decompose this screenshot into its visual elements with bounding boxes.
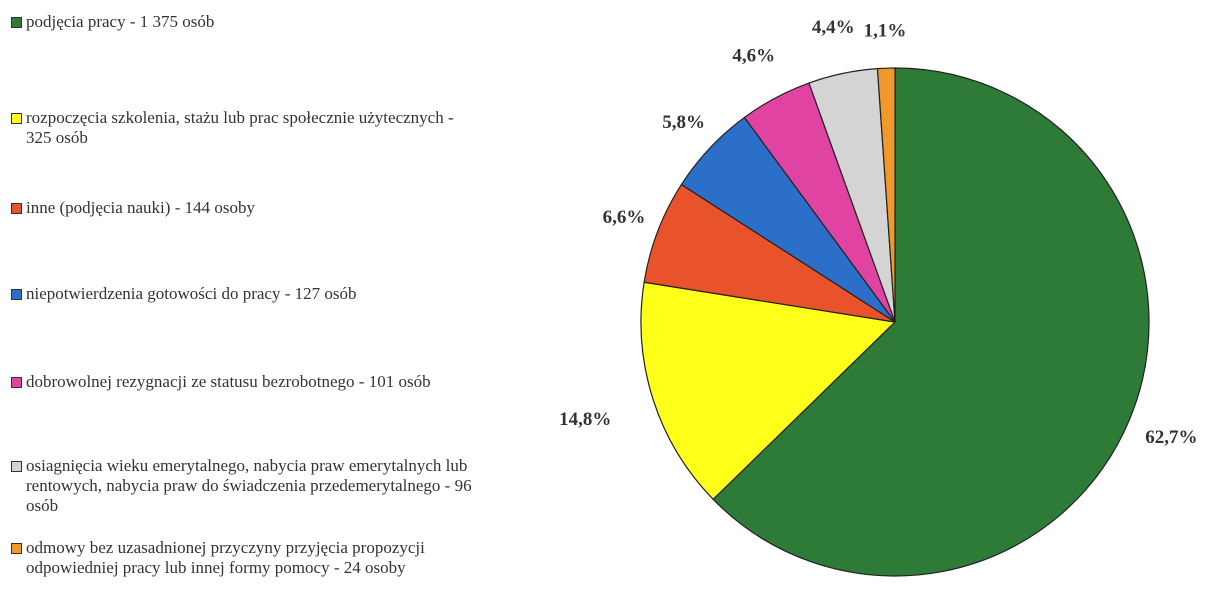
value-label: 1,1% (864, 21, 907, 42)
legend-swatch (11, 203, 22, 214)
legend: podjęcia pracy - 1 375 osób rozpoczęcia s… (0, 0, 472, 613)
value-label: 4,6% (732, 46, 775, 67)
value-label: 62,7% (1145, 427, 1197, 448)
legend-label: dobrowolnej rezygnacji ze statusu bezrob… (26, 372, 431, 391)
legend-item: podjęcia pracy - 1 375 osób (8, 12, 476, 32)
value-label: 4,4% (812, 17, 855, 38)
value-label: 14,8% (559, 409, 611, 430)
pie-slice (876, 67, 896, 323)
legend-item: odmowy bez uzasadnionej przyczyny przyję… (8, 538, 476, 578)
legend-swatch (11, 289, 22, 300)
legend-swatch (11, 543, 22, 554)
pie-slice (712, 67, 1150, 577)
legend-item: dobrowolnej rezygnacji ze statusu bezrob… (8, 372, 476, 392)
pie-slice (640, 281, 897, 501)
legend-swatch (11, 461, 22, 472)
legend-label: osiagnięcia wieku emerytalnego, nabycia … (26, 456, 472, 515)
legend-label: odmowy bez uzasadnionej przyczyny przyję… (26, 538, 425, 577)
legend-item: rozpoczęcia szkolenia, stażu lub prac sp… (8, 108, 476, 148)
value-label: 5,8% (662, 112, 705, 133)
legend-swatch (11, 113, 22, 124)
legend-swatch (11, 17, 22, 28)
legend-item: niepotwierdzenia gotowości do pracy - 12… (8, 284, 476, 304)
legend-label: inne (podjęcia nauki) - 144 osoby (26, 198, 255, 217)
legend-swatch (11, 377, 22, 388)
legend-item: osiagnięcia wieku emerytalnego, nabycia … (8, 456, 476, 516)
value-label: 6,6% (603, 207, 646, 228)
legend-label: rozpoczęcia szkolenia, stażu lub prac sp… (26, 108, 454, 147)
legend-label: niepotwierdzenia gotowości do pracy - 12… (26, 284, 357, 303)
legend-item: inne (podjęcia nauki) - 144 osoby (8, 198, 476, 218)
legend-label: podjęcia pracy - 1 375 osób (26, 12, 215, 31)
